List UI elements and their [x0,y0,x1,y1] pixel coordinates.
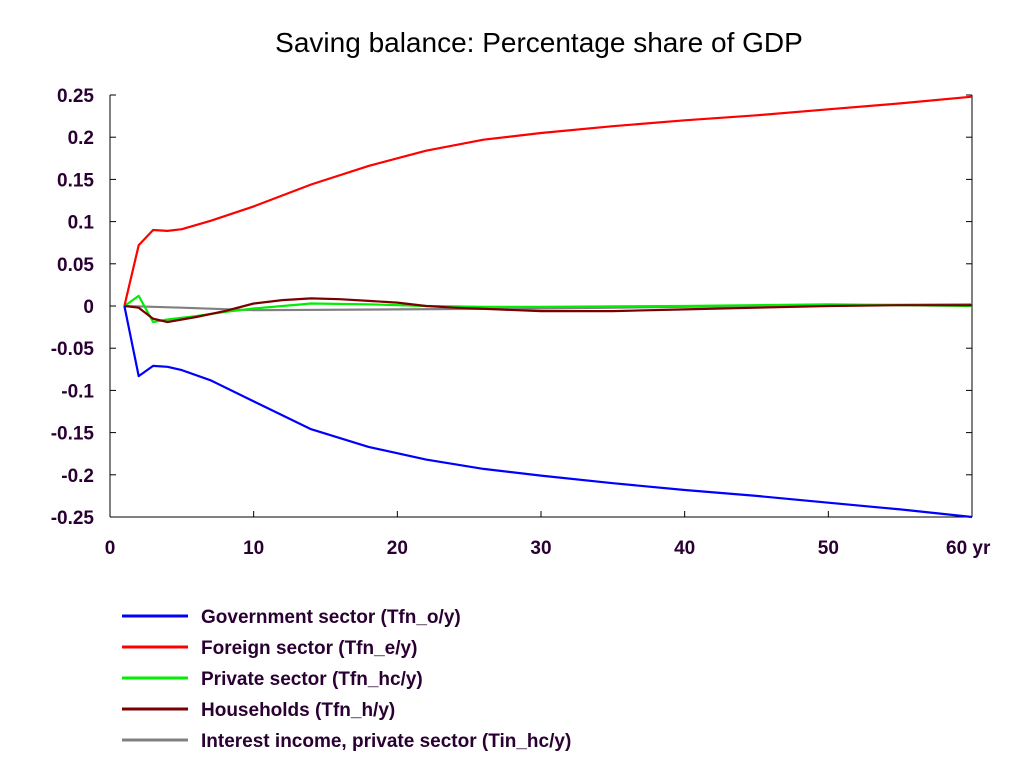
legend-label: Households (Tfn_h/y) [201,700,395,721]
x-axis: 0 10 20 30 40 50 60 yr [105,511,991,559]
legend-label: Government sector (Tfn_o/y) [201,607,461,628]
x-tick-label: 50 [818,538,839,559]
series-line-3 [123,294,973,324]
y-tick-label: -0.2 [61,466,94,487]
y-tick-label: -0.1 [61,381,94,402]
y-tick-label: -0.25 [51,508,95,529]
legend: Government sector (Tfn_o/y) Foreign secto… [122,607,571,752]
y-tick-label: 0.15 [57,170,94,191]
x-tick-label: 0 [105,538,116,559]
x-tick-label: 30 [530,538,551,559]
series-line-4 [124,297,972,324]
legend-label: Private sector (Tfn_hc/y) [201,669,423,690]
legend-label: Interest income, private sector (Tin_hc/… [201,731,571,752]
series-line-1 [123,305,973,519]
y-tick-label: 0.05 [57,255,94,276]
y-tick-label: -0.05 [51,339,95,360]
series-group [123,95,973,519]
chart-title: Saving balance: Percentage share of GDP [275,27,803,58]
y-tick-label: -0.15 [51,424,95,445]
x-tick-label: 20 [387,538,408,559]
y-tick-label: 0.2 [68,128,94,149]
y-tick-label: 0.1 [68,213,95,234]
y-tick-label: 0.25 [57,86,94,107]
series-line-2 [123,95,973,307]
x-tick-label: 60 yr [946,538,991,559]
y-tick-label: 0 [83,297,94,318]
x-tick-label: 10 [243,538,264,559]
legend-label: Foreign sector (Tfn_e/y) [201,638,417,659]
x-tick-label: 40 [674,538,695,559]
y-axis: 0.25 0.2 0.15 0.1 0.05 0 -0.05 -0.1 -0.15 -0.2 -0.… [51,86,972,529]
